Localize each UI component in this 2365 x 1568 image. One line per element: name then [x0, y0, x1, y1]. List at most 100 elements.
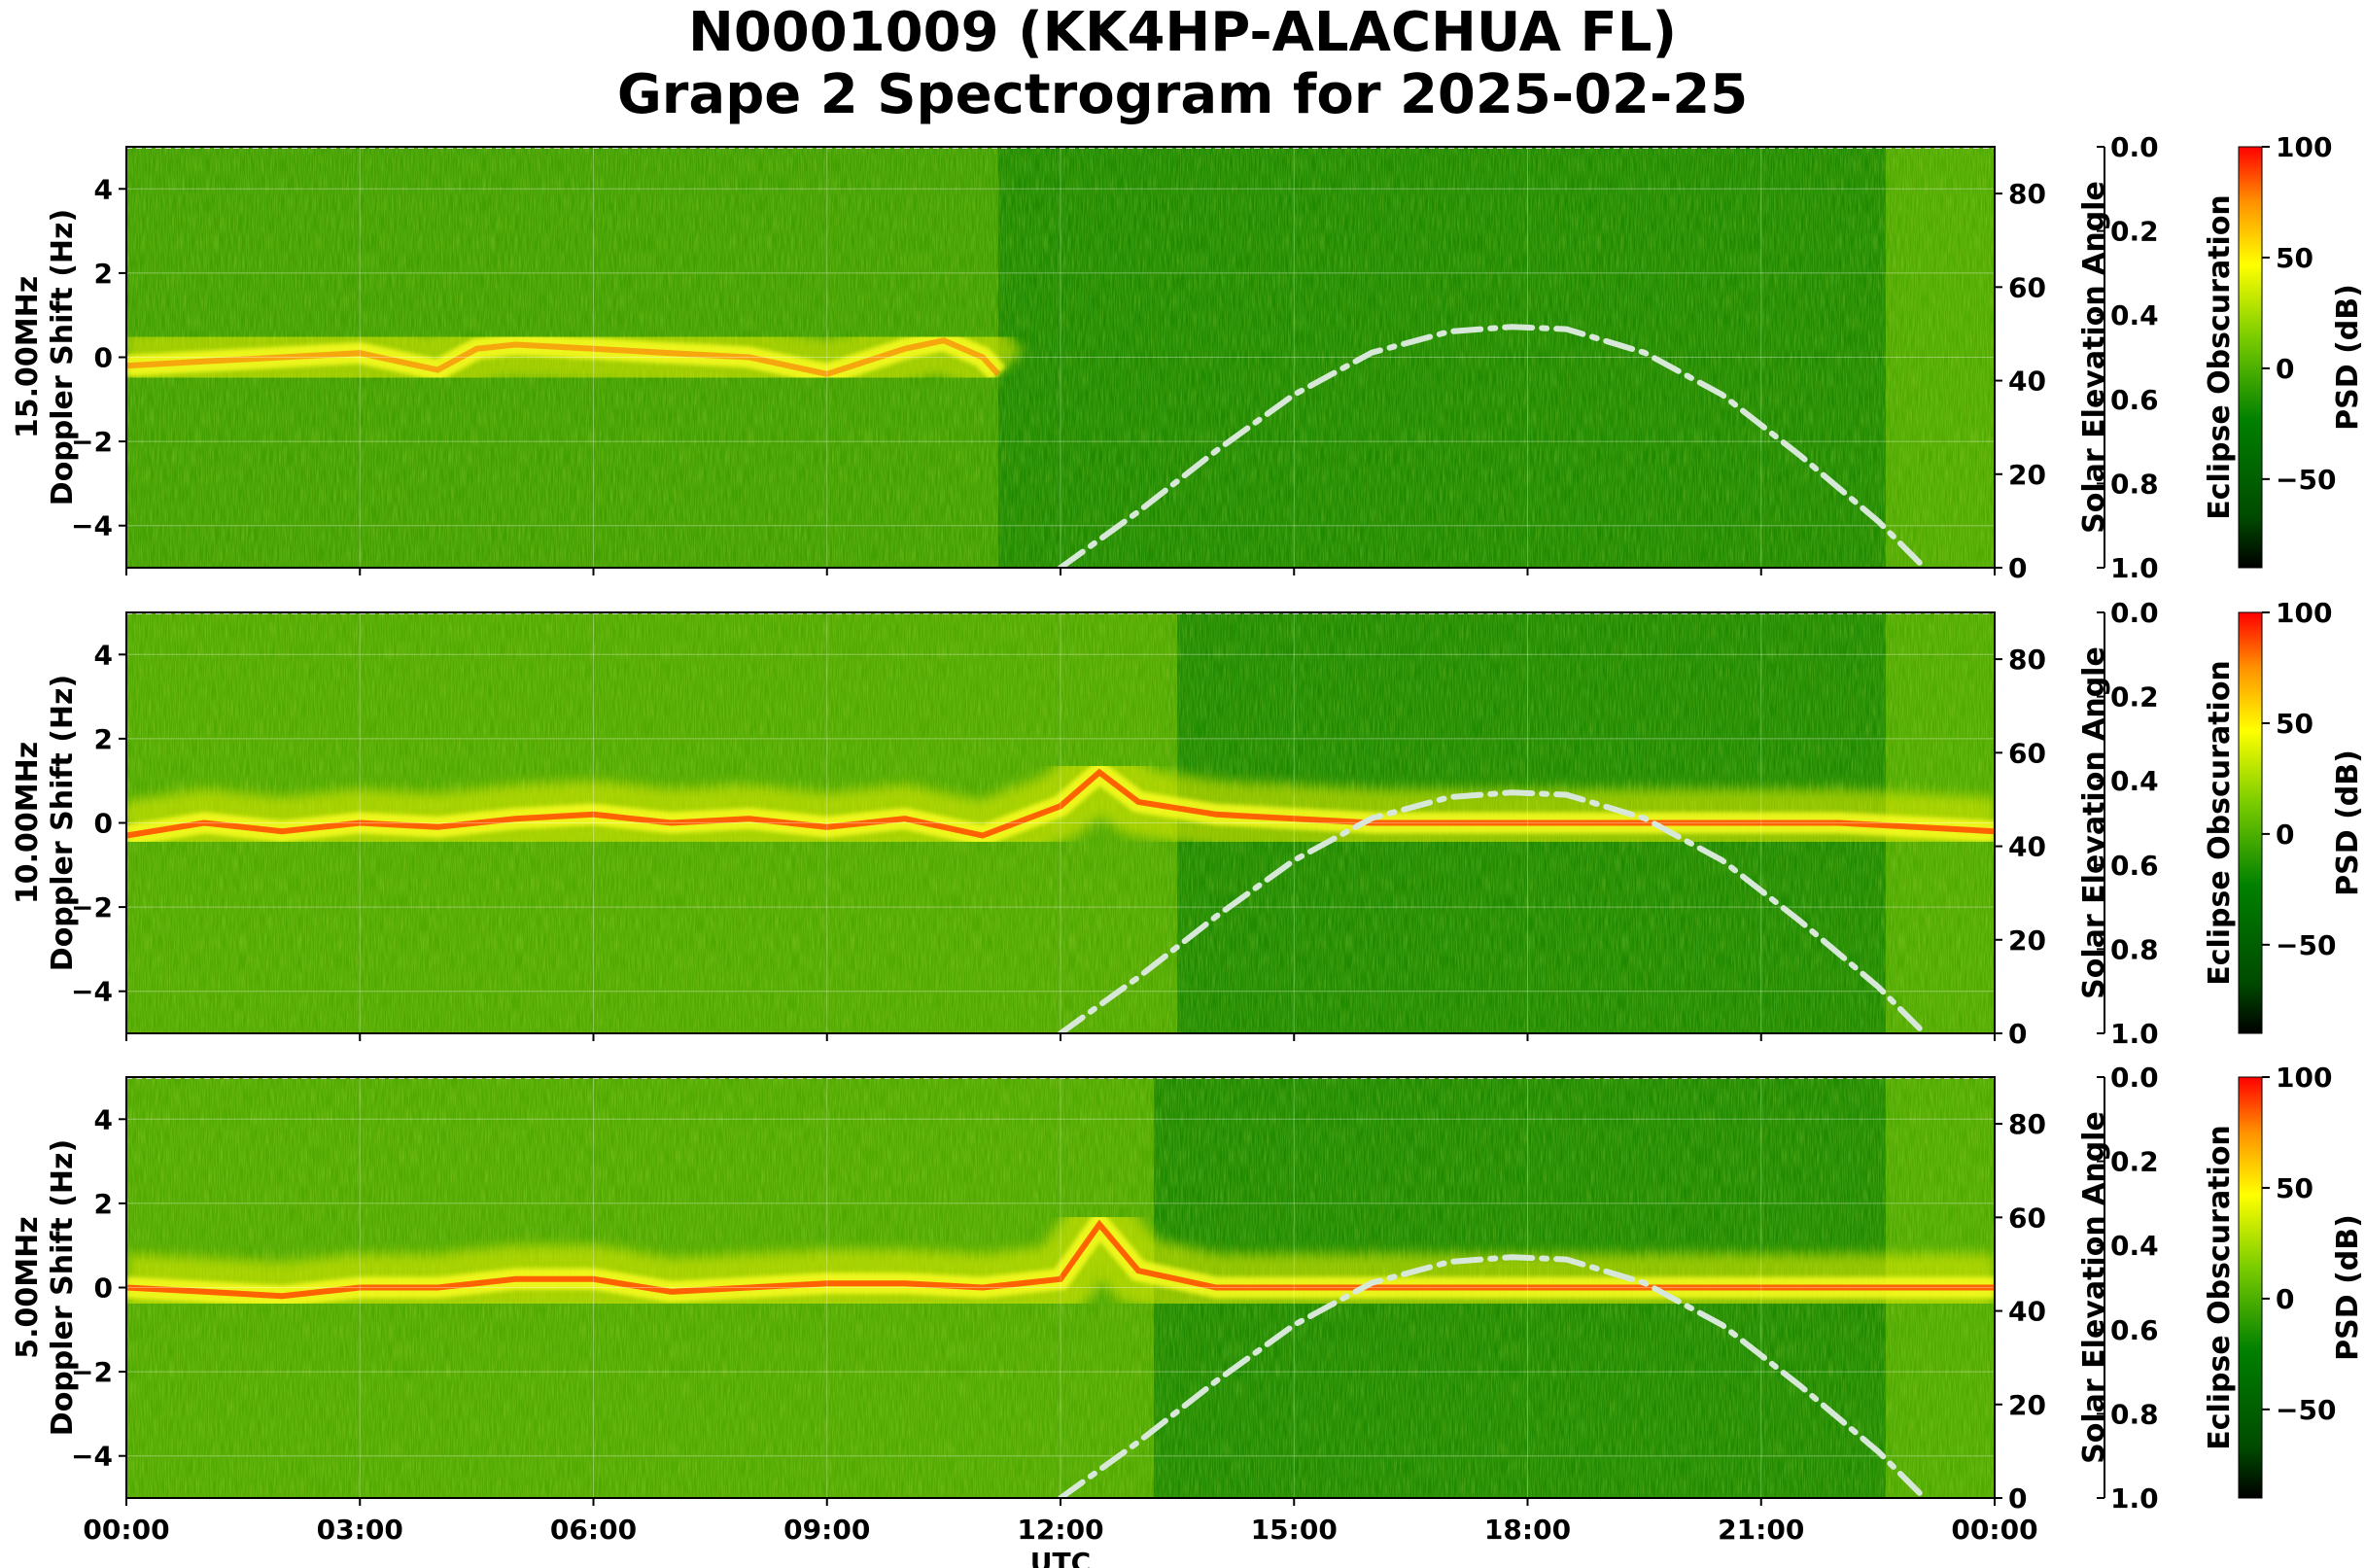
colorbar	[2238, 611, 2263, 1034]
panel-0: −4 −2 0 2 4 15.00MHz Doppler Shift (Hz) 0 20 40 60…	[11, 131, 2365, 584]
eclipse-tick-label: 0.8	[2110, 1398, 2159, 1430]
title-line-1: N0001009 (KK4HP-ALACHUA FL)	[687, 1, 1678, 64]
y-tick-label: −4	[71, 510, 113, 542]
elevation-tick-label: 40	[2008, 366, 2046, 398]
elevation-axis-label: Solar Elevation Angle	[2077, 181, 2111, 534]
panel-ylabel: Doppler Shift (Hz)	[46, 675, 80, 971]
eclipse-tick-label: 0.4	[2110, 1230, 2159, 1262]
y-tick-label: −2	[71, 891, 113, 923]
y-tick-label: 0	[94, 342, 113, 374]
x-tick-label: 15:00	[1251, 1514, 1338, 1546]
carrier-trace	[126, 337, 1001, 377]
elevation-tick-label: 60	[2008, 271, 2046, 303]
x-tick-label: 03:00	[317, 1514, 403, 1546]
carrier-trace	[126, 768, 1995, 839]
x-tick-label: 21:00	[1718, 1514, 1804, 1546]
colorbar-tick-label: 100	[2276, 597, 2332, 629]
elevation-tick-label: 80	[2008, 178, 2046, 210]
spectrogram-field	[126, 147, 1995, 568]
x-tick-label: 12:00	[1017, 1514, 1103, 1546]
x-tick-label: 00:00	[83, 1514, 169, 1546]
eclipse-tick-label: 1.0	[2110, 1018, 2159, 1050]
colorbar-label: PSD (dB)	[2331, 284, 2365, 431]
colorbar-tick-label: 100	[2276, 131, 2332, 163]
y-tick-label: 0	[94, 808, 113, 840]
panel-2: −4 −2 0 2 4 5.00MHz Doppler Shift (Hz) 0 20 40 60 8…	[11, 1062, 2365, 1568]
y-tick-label: 2	[94, 723, 113, 755]
elevation-tick-label: 0	[2008, 1018, 2027, 1050]
eclipse-tick-label: 0.2	[2110, 681, 2159, 714]
eclipse-tick-label: 0.4	[2110, 765, 2159, 797]
solar-elevation-curve	[1058, 789, 1928, 1033]
eclipse-axis-label: Eclipse Obscuration	[2203, 1125, 2237, 1450]
eclipse-tick-label: 0.2	[2110, 1146, 2159, 1178]
eclipse-tick-label: 0.8	[2110, 933, 2159, 965]
eclipse-tick-label: 0.6	[2110, 850, 2159, 882]
panel-ylabel: Doppler Shift (Hz)	[46, 209, 80, 505]
elevation-axis-label: Solar Elevation Angle	[2077, 646, 2111, 999]
title-line-2: Grape 2 Spectrogram for 2025-02-25	[616, 63, 1749, 126]
colorbar-tick-label: 0	[2276, 819, 2294, 851]
figure-title: N0001009 (KK4HP-ALACHUA FL) Grape 2 Spec…	[0, 2, 2365, 126]
elevation-axis-label: Solar Elevation Angle	[2077, 1111, 2111, 1464]
solar-elevation-curve	[1058, 324, 1928, 568]
colorbar	[2238, 1076, 2263, 1499]
eclipse-tick-label: 0.2	[2110, 216, 2159, 248]
elevation-tick-label: 60	[2008, 1202, 2046, 1234]
x-tick-label: 18:00	[1484, 1514, 1571, 1546]
y-tick-label: −2	[71, 1356, 113, 1388]
eclipse-tick-label: 1.0	[2110, 552, 2159, 584]
elevation-tick-label: 40	[2008, 831, 2046, 863]
y-tick-label: 2	[94, 1188, 113, 1220]
colorbar-tick-label: −50	[2276, 929, 2336, 961]
colorbar-tick-label: 0	[2276, 353, 2294, 385]
y-tick-label: 0	[94, 1272, 113, 1305]
panel-1: −4 −2 0 2 4 10.00MHz Doppler Shift (Hz) 0 20 40 60…	[11, 597, 2365, 1050]
eclipse-tick-label: 0.0	[2110, 131, 2159, 163]
y-tick-label: 4	[94, 639, 113, 671]
x-axis-label: UTC	[1030, 1547, 1091, 1568]
colorbar-label: PSD (dB)	[2331, 749, 2365, 896]
eclipse-tick-label: 0.0	[2110, 597, 2159, 629]
carrier-trace	[126, 1219, 1995, 1300]
x-tick-label: 09:00	[783, 1514, 870, 1546]
y-tick-label: 2	[94, 258, 113, 290]
colorbar-tick-label: 50	[2276, 242, 2313, 274]
colorbar-tick-label: 50	[2276, 1172, 2313, 1204]
elevation-tick-label: 20	[2008, 459, 2046, 491]
eclipse-tick-label: 1.0	[2110, 1482, 2159, 1515]
x-tick-label: 00:00	[1951, 1514, 2037, 1546]
elevation-tick-label: 60	[2008, 737, 2046, 769]
x-tick-label: 06:00	[550, 1514, 637, 1546]
elevation-tick-label: 80	[2008, 1108, 2046, 1140]
colorbar-label: PSD (dB)	[2331, 1214, 2365, 1361]
panel-frequency-label: 5.00MHz	[11, 1216, 45, 1358]
colorbar-tick-label: 50	[2276, 708, 2313, 740]
panel-frequency-label: 15.00MHz	[11, 276, 45, 438]
y-tick-label: 4	[94, 173, 113, 205]
eclipse-tick-label: 0.0	[2110, 1062, 2159, 1094]
y-tick-label: −4	[71, 976, 113, 1008]
eclipse-axis-label: Eclipse Obscuration	[2203, 660, 2237, 986]
spectrogram-field	[126, 612, 1995, 1033]
colorbar-tick-label: −50	[2276, 464, 2336, 496]
panel-frequency-label: 10.00MHz	[11, 742, 45, 904]
elevation-tick-label: 0	[2008, 1482, 2027, 1515]
elevation-tick-label: 40	[2008, 1296, 2046, 1328]
colorbar	[2238, 146, 2263, 569]
panel-ylabel: Doppler Shift (Hz)	[46, 1139, 80, 1436]
elevation-tick-label: 0	[2008, 552, 2027, 584]
elevation-tick-label: 80	[2008, 644, 2046, 676]
y-tick-label: −2	[71, 426, 113, 458]
eclipse-axis-label: Eclipse Obscuration	[2203, 194, 2237, 520]
solar-elevation-curve	[1058, 1254, 1928, 1498]
eclipse-tick-label: 0.8	[2110, 468, 2159, 500]
colorbar-tick-label: 100	[2276, 1062, 2332, 1094]
colorbar-tick-label: 0	[2276, 1283, 2294, 1315]
y-tick-label: 4	[94, 1103, 113, 1135]
eclipse-tick-label: 0.6	[2110, 1314, 2159, 1346]
colorbar-tick-label: −50	[2276, 1394, 2336, 1426]
y-tick-label: −4	[71, 1441, 113, 1473]
elevation-tick-label: 20	[2008, 924, 2046, 957]
